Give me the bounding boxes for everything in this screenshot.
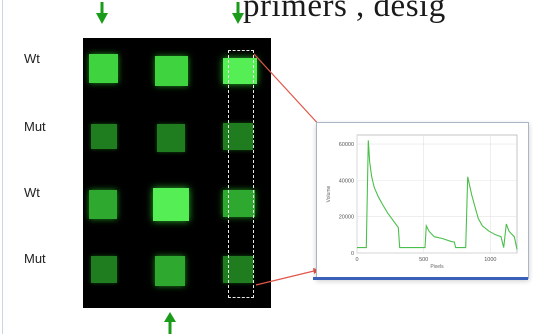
band-row4-lane1 — [91, 256, 117, 283]
slide-heading: primers , desig — [243, 0, 446, 24]
x-tick-label: 1000 — [484, 257, 496, 263]
y-tick-label: 20000 — [339, 215, 354, 221]
x-tick-label: 500 — [419, 257, 428, 263]
y-axis-label: Volume — [326, 185, 332, 202]
band-row3-lane1 — [89, 190, 117, 219]
intensity-profile-inset: 0 20000 40000 60000 0 500 1000 Pixels Volume — [316, 122, 529, 279]
row-label-wt-2: Wt — [24, 185, 40, 200]
top-left-marker-arrow-icon — [96, 2, 108, 24]
x-axis-label: Pixels — [430, 264, 444, 270]
band-row4-lane2 — [155, 256, 185, 286]
profile-series-line — [357, 140, 518, 250]
pointer-line-bottom — [255, 269, 319, 286]
row-label-mut-1: Mut — [24, 119, 46, 134]
y-tick-label: 60000 — [339, 142, 354, 148]
plot-area — [356, 134, 518, 254]
row-label-mut-2: Mut — [24, 251, 46, 266]
band-row2-lane2 — [157, 124, 185, 152]
intensity-profile-chart: 0 20000 40000 60000 0 500 1000 Pixels Volume — [326, 134, 518, 270]
left-divider — [2, 0, 3, 334]
blot-image — [83, 38, 271, 308]
band-row2-lane1 — [91, 124, 117, 149]
scan-selection-box — [228, 50, 254, 298]
band-row1-lane1 — [89, 54, 118, 83]
x-tick-label: 0 — [355, 257, 358, 263]
inset-base-bar — [313, 277, 528, 280]
band-row3-lane2 — [153, 188, 189, 221]
band-row1-lane2 — [155, 56, 188, 86]
top-right-marker-arrow-icon — [232, 2, 244, 24]
y-tick-label: 0 — [351, 251, 354, 257]
row-label-wt-1: Wt — [24, 51, 40, 66]
y-tick-label: 40000 — [339, 178, 354, 184]
pointer-line-top — [253, 53, 323, 129]
bottom-marker-arrow-icon — [164, 312, 176, 334]
